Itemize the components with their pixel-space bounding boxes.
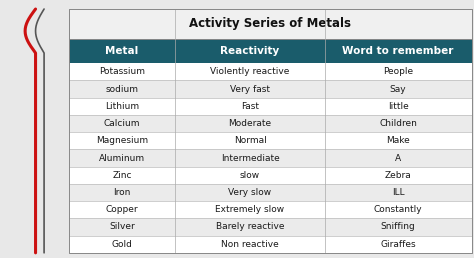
Text: Violently reactive: Violently reactive bbox=[210, 67, 290, 76]
Bar bbox=[69, 201, 175, 218]
Text: Intermediate: Intermediate bbox=[221, 154, 279, 163]
Bar bbox=[175, 115, 325, 132]
Text: Zinc: Zinc bbox=[112, 171, 132, 180]
Text: Very fast: Very fast bbox=[230, 85, 270, 94]
Bar bbox=[325, 80, 472, 98]
Bar bbox=[69, 80, 175, 98]
Text: Copper: Copper bbox=[106, 205, 138, 214]
Text: Fast: Fast bbox=[241, 102, 259, 111]
Bar bbox=[325, 218, 472, 236]
Text: Reactivity: Reactivity bbox=[220, 46, 280, 56]
Text: little: little bbox=[388, 102, 409, 111]
Text: Say: Say bbox=[390, 85, 406, 94]
Bar bbox=[175, 201, 325, 218]
Bar bbox=[325, 39, 472, 63]
Bar bbox=[69, 39, 175, 63]
Text: Word to remember: Word to remember bbox=[342, 46, 454, 56]
Bar bbox=[69, 167, 175, 184]
Text: Magnesium: Magnesium bbox=[96, 136, 148, 145]
Bar bbox=[175, 132, 325, 149]
Text: Moderate: Moderate bbox=[228, 119, 272, 128]
Bar bbox=[175, 236, 325, 253]
Bar bbox=[175, 184, 325, 201]
Bar bbox=[69, 218, 175, 236]
Bar bbox=[69, 236, 175, 253]
Text: People: People bbox=[383, 67, 413, 76]
Bar bbox=[175, 218, 325, 236]
Text: Very slow: Very slow bbox=[228, 188, 272, 197]
Bar bbox=[325, 63, 472, 80]
Text: Aluminum: Aluminum bbox=[99, 154, 145, 163]
Bar bbox=[325, 167, 472, 184]
Bar bbox=[175, 80, 325, 98]
Text: sodium: sodium bbox=[106, 85, 138, 94]
Text: Non reactive: Non reactive bbox=[221, 240, 279, 249]
Text: Silver: Silver bbox=[109, 222, 135, 231]
Bar bbox=[69, 98, 175, 115]
Text: Calcium: Calcium bbox=[104, 119, 140, 128]
Bar bbox=[325, 184, 472, 201]
Text: slow: slow bbox=[240, 171, 260, 180]
Text: Potassium: Potassium bbox=[99, 67, 145, 76]
Bar bbox=[175, 63, 325, 80]
Text: Children: Children bbox=[379, 119, 417, 128]
Text: Metal: Metal bbox=[106, 46, 139, 56]
Text: Extremely slow: Extremely slow bbox=[216, 205, 284, 214]
Text: Normal: Normal bbox=[234, 136, 266, 145]
Text: A: A bbox=[395, 154, 401, 163]
Bar bbox=[175, 98, 325, 115]
Bar bbox=[325, 132, 472, 149]
Text: Sniffing: Sniffing bbox=[381, 222, 416, 231]
Bar bbox=[175, 149, 325, 167]
Bar bbox=[69, 39, 472, 63]
Text: Zebra: Zebra bbox=[385, 171, 411, 180]
Bar bbox=[175, 167, 325, 184]
Bar bbox=[69, 184, 175, 201]
Text: Giraffes: Giraffes bbox=[380, 240, 416, 249]
Text: Make: Make bbox=[386, 136, 410, 145]
Bar bbox=[69, 9, 472, 39]
Text: Iron: Iron bbox=[113, 188, 131, 197]
Bar bbox=[325, 149, 472, 167]
Text: Barely reactive: Barely reactive bbox=[216, 222, 284, 231]
Bar bbox=[69, 115, 175, 132]
Bar bbox=[69, 149, 175, 167]
Bar bbox=[175, 39, 325, 63]
Text: Activity Series of Metals: Activity Series of Metals bbox=[189, 17, 351, 30]
Bar bbox=[325, 98, 472, 115]
Bar bbox=[325, 201, 472, 218]
Bar bbox=[325, 236, 472, 253]
Text: Constantly: Constantly bbox=[374, 205, 422, 214]
Bar bbox=[69, 63, 175, 80]
Text: Gold: Gold bbox=[112, 240, 133, 249]
Bar bbox=[69, 132, 175, 149]
Bar bbox=[69, 9, 472, 253]
Text: ILL: ILL bbox=[392, 188, 404, 197]
Bar bbox=[325, 115, 472, 132]
Text: Lithium: Lithium bbox=[105, 102, 139, 111]
